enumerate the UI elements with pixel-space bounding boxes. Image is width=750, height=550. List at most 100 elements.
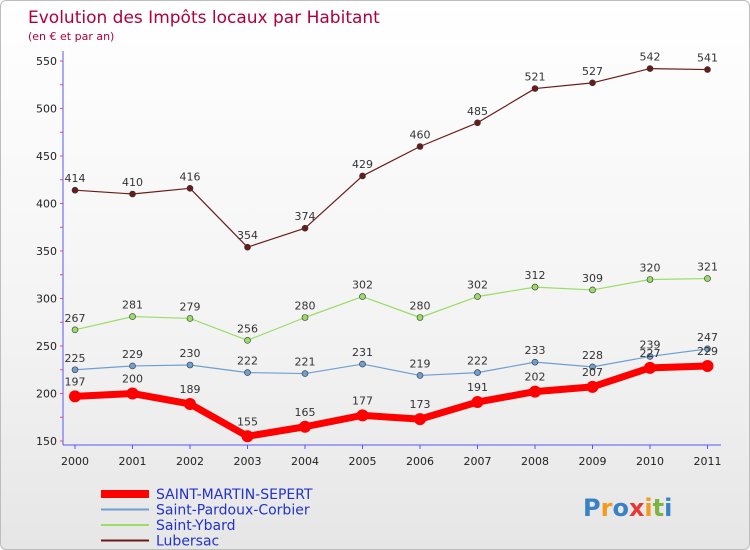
series-line: [74, 362, 708, 440]
y-tick-label: 400: [36, 198, 57, 211]
data-point: [704, 66, 711, 73]
y-tick-label: 500: [36, 103, 57, 116]
data-point: [71, 366, 79, 374]
data-point: [644, 361, 656, 374]
data-point: [244, 243, 251, 251]
data-point: [531, 283, 539, 291]
data-label: 309: [582, 272, 603, 285]
x-tick-label: 2009: [579, 455, 607, 468]
data-label: 312: [525, 269, 546, 282]
data-point: [244, 369, 251, 376]
data-label: 202: [525, 371, 546, 384]
data-label: 485: [467, 105, 488, 118]
data-label: 302: [467, 279, 488, 292]
x-tick-label: 2011: [694, 455, 722, 468]
legend: SAINT-MARTIN-SEPERTSaint-Pardoux-Corbier…: [101, 487, 313, 549]
data-label: 228: [582, 349, 603, 362]
data-label: 222: [467, 355, 488, 368]
data-label: 410: [122, 176, 143, 189]
y-tick-label: 200: [36, 388, 57, 401]
data-label: 416: [180, 170, 201, 183]
series-lubersac: 414 410 416 354 374 429 460 485 521 527 542 541: [65, 51, 718, 251]
data-label: 177: [352, 394, 373, 407]
data-label: 200: [122, 373, 143, 386]
data-label: 281: [122, 299, 143, 312]
data-point: [474, 293, 481, 300]
data-point: [586, 380, 599, 393]
data-label: 231: [352, 346, 373, 359]
data-label: 321: [697, 261, 718, 274]
legend-label: Saint-Ybard: [156, 518, 236, 534]
data-label: 221: [295, 356, 316, 369]
legend-label: Saint-Pardoux-Corbier: [156, 503, 310, 519]
data-point: [301, 370, 309, 377]
data-label: 222: [237, 355, 258, 368]
x-tick-label: 2004: [291, 455, 319, 468]
data-point: [531, 358, 539, 366]
data-label: 302: [352, 279, 373, 292]
data-point: [589, 286, 596, 294]
data-label: 207: [582, 366, 603, 379]
data-point: [359, 293, 366, 300]
data-point: [474, 369, 481, 376]
series-line: [74, 277, 708, 341]
x-tick-label: 2002: [176, 455, 204, 468]
data-point: [299, 420, 311, 433]
data-point: [244, 336, 251, 344]
data-label: 191: [467, 381, 488, 394]
data-label: 173: [410, 398, 431, 411]
x-tick-label: 2007: [464, 455, 492, 468]
data-label: 219: [410, 357, 431, 370]
data-label: 279: [180, 300, 201, 313]
x-tick-label: 2006: [406, 455, 434, 468]
x-tick-label: 2005: [349, 455, 377, 468]
y-tick-label: 250: [36, 340, 57, 353]
data-label: 280: [410, 300, 431, 313]
data-label: 233: [525, 344, 546, 357]
data-label: 429: [352, 158, 373, 171]
data-label: 256: [237, 322, 258, 335]
data-point: [186, 315, 194, 322]
data-label: 414: [65, 172, 86, 185]
data-point: [126, 387, 139, 400]
data-label: 374: [295, 210, 316, 223]
data-point: [531, 85, 539, 92]
series-line: [74, 67, 708, 248]
data-point: [186, 361, 194, 369]
y-tick-label: 300: [36, 293, 57, 306]
data-point: [416, 372, 424, 379]
data-point: [589, 363, 596, 371]
data-point: [359, 360, 366, 368]
legend-label: Lubersac: [156, 534, 219, 550]
data-label: 230: [180, 347, 201, 360]
data-point: [301, 224, 309, 232]
data-label: 541: [697, 52, 718, 65]
data-label: 521: [525, 71, 546, 84]
data-point: [241, 430, 254, 443]
legend-label: SAINT-MARTIN-SEPERT: [156, 487, 313, 503]
data-label: 229: [697, 345, 718, 358]
series-saint-martin-sepert: 197 200 189 155 165 177 173 191 202 207 227 229: [65, 345, 718, 443]
data-label: 165: [295, 406, 316, 419]
data-point: [129, 313, 136, 320]
data-label: 542: [640, 51, 661, 64]
data-point: [416, 314, 424, 321]
data-point: [704, 275, 711, 282]
data-point: [646, 353, 654, 360]
x-tick-label: 2010: [636, 455, 664, 468]
series-line: [74, 348, 708, 377]
data-label: 460: [410, 129, 431, 142]
data-point: [474, 119, 481, 127]
data-point: [129, 190, 136, 198]
proxiti-logo: Proxiti: [583, 494, 672, 522]
logo-text: Proxiti: [583, 494, 672, 522]
data-label: 227: [640, 347, 661, 360]
data-point: [301, 314, 309, 321]
data-point: [71, 186, 79, 194]
data-label: 247: [697, 331, 718, 344]
data-label: 155: [237, 415, 258, 428]
chart-title: Evolution des Impôts locaux par Habitant: [28, 8, 380, 28]
data-label: 527: [582, 65, 603, 78]
